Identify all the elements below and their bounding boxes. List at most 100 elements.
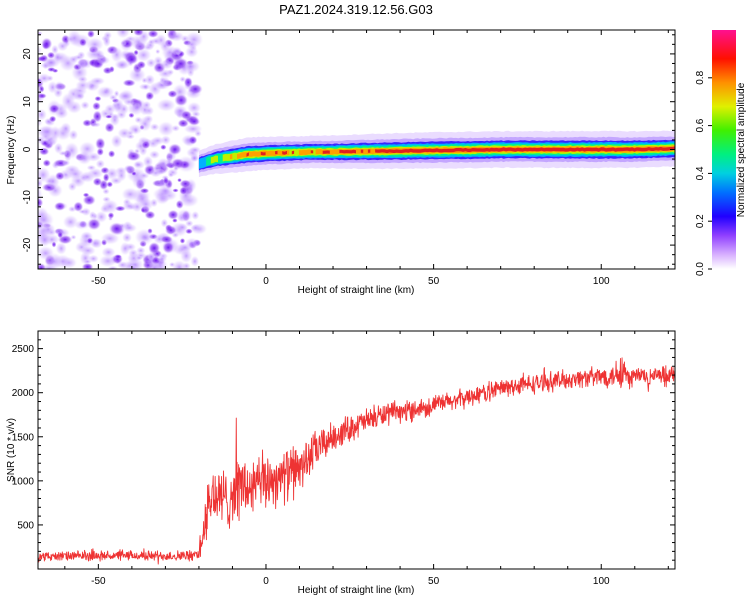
noise-blob (60, 122, 72, 136)
noise-blob (159, 39, 171, 53)
spectral-ridge (198, 130, 675, 178)
noise-blob (90, 238, 100, 249)
noise-blob (82, 194, 96, 206)
noise-blob (54, 80, 65, 92)
ridge-band (246, 152, 249, 157)
noise-blob (80, 101, 90, 110)
ridge-band (322, 150, 330, 154)
noise-blob (187, 83, 203, 95)
noise-blob (188, 135, 198, 145)
noise-blob (86, 164, 97, 171)
noise-blob (183, 124, 203, 134)
noise-blob (144, 74, 156, 86)
noise-blob (121, 187, 140, 202)
snr-y-tick-label: 2000 (12, 388, 35, 399)
spectrogram-y-tick-label: 20 (22, 48, 33, 60)
noise-blob (172, 218, 178, 223)
noise-blob (159, 59, 174, 70)
noise-blob (138, 197, 154, 211)
noise-blob (38, 73, 51, 84)
noise-blob (162, 241, 175, 254)
noise-blob (102, 173, 110, 182)
noise-blob (38, 166, 51, 184)
noise-blob (160, 144, 167, 151)
spectrogram-y-tick-label: -10 (22, 190, 33, 205)
colorbar-tick-label: 0.2 (695, 214, 706, 228)
noise-blob (41, 37, 53, 50)
noise-blob (184, 60, 196, 73)
snr-series (38, 357, 675, 565)
noise-blob (120, 40, 127, 46)
noise-blob (87, 218, 101, 231)
noise-blob (117, 260, 128, 269)
noise-blob (103, 31, 113, 40)
noise-blob (160, 235, 173, 244)
noise-blob (121, 232, 133, 243)
spectrogram-panel: -50 0 50 100 -20 -10 0 10 20 Height of straight… (6, 29, 676, 296)
ridge-band (298, 149, 311, 156)
noise-blob (110, 46, 124, 63)
noise-blob (91, 49, 106, 61)
noise-blob (176, 208, 193, 223)
noise-blob (171, 46, 183, 56)
snr-y-tick-label: 1000 (12, 476, 35, 487)
noise-blob (94, 95, 102, 102)
noise-blob (68, 55, 79, 64)
spectrogram-x-tick-label: 50 (428, 276, 440, 287)
noise-blob (172, 165, 180, 172)
snr-line (38, 357, 675, 565)
snr-x-tick-label: 0 (263, 576, 269, 587)
noise-blob (184, 237, 200, 250)
spectrogram-frame (37, 29, 676, 270)
noise-blob (105, 114, 113, 119)
ridge-band (367, 149, 371, 153)
noise-blob (188, 117, 201, 126)
noise-blob (148, 241, 161, 255)
noise-blob (156, 98, 176, 112)
noise-blob (95, 159, 106, 169)
noise-blob (38, 93, 47, 99)
noise-blob (168, 143, 182, 156)
snr-y-tick-label: 500 (17, 520, 34, 531)
noise-blob (117, 127, 132, 139)
noise-blob (29, 142, 35, 148)
noise-blob (176, 222, 189, 232)
noise-blob (167, 90, 178, 98)
noise-blob (89, 76, 106, 86)
noise-blob (66, 30, 82, 47)
ridge-band (282, 150, 287, 155)
noise-blob (147, 252, 156, 261)
noise-blob (38, 45, 43, 56)
noise-blob (91, 121, 101, 128)
noise-blob (116, 60, 128, 70)
noise-blob (190, 255, 200, 267)
noise-blob (83, 259, 92, 265)
noise-blob (180, 248, 193, 264)
noise-blob (141, 140, 151, 150)
noise-blobs (27, 30, 208, 269)
noise-blob (156, 255, 168, 263)
noise-blob (100, 232, 120, 245)
noise-blob (132, 160, 146, 170)
noise-blob (78, 209, 87, 215)
noise-blob (126, 252, 141, 264)
noise-blob (128, 67, 147, 83)
noise-blob (148, 150, 161, 160)
noise-blob (53, 52, 62, 63)
noise-blob (38, 124, 57, 139)
noise-blob (87, 30, 95, 38)
noise-blob (27, 107, 36, 115)
spectrogram-y-tick-label: 10 (22, 96, 33, 108)
noise-blob (135, 255, 143, 261)
noise-blob (147, 261, 162, 269)
noise-blob (56, 40, 69, 52)
noise-blob (57, 231, 64, 239)
noise-blob (188, 146, 202, 154)
noise-blob (150, 198, 158, 208)
colorbar-tick-label: 0.4 (695, 166, 706, 180)
colorbar-tick-label: 0.8 (695, 70, 706, 84)
ridge-band (291, 150, 295, 155)
noise-blob (107, 265, 119, 269)
noise-blob (167, 171, 175, 178)
spectrogram-y-tick-label: 0 (22, 146, 33, 152)
